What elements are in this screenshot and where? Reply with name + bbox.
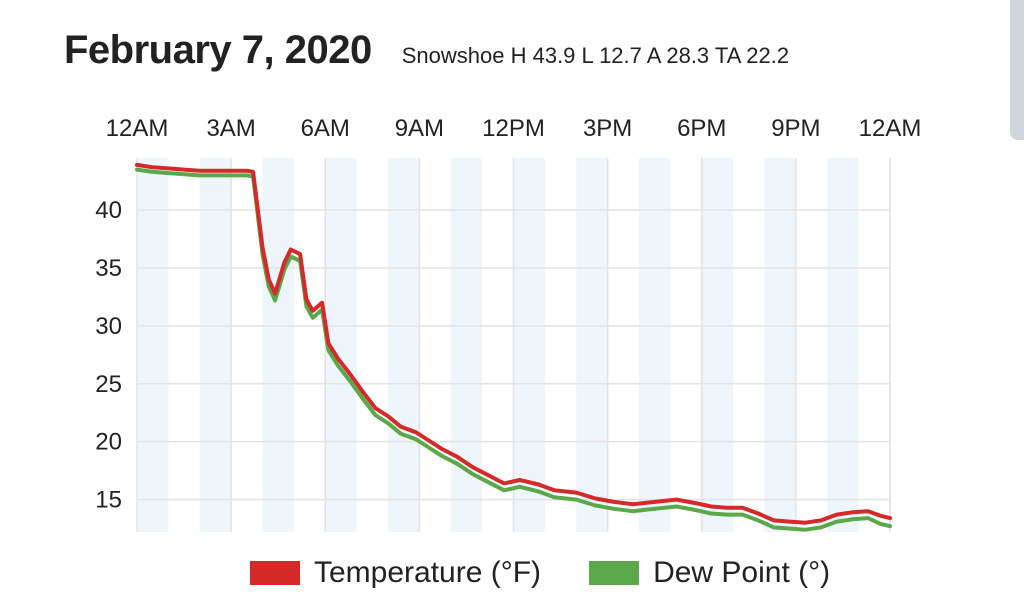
hour-band — [576, 158, 608, 532]
hour-band — [639, 158, 671, 532]
legend-item-temperature[interactable]: Temperature (°F) — [250, 556, 541, 590]
legend-label-temperature: Temperature (°F) — [314, 556, 542, 589]
hour-band — [388, 158, 420, 532]
side-panel-tab[interactable] — [1010, 0, 1024, 140]
hour-band — [513, 158, 545, 532]
hour-band — [199, 158, 232, 532]
temperature-line — [135, 162, 892, 525]
legend-label-dew-point: Dew Point (°) — [653, 556, 831, 589]
background-bands — [137, 158, 859, 532]
x-tick-label: 9PM — [771, 115, 820, 142]
header: February 7, 2020 Snowshoe H 43.9 L 12.7 … — [64, 28, 789, 73]
hour-band — [827, 158, 859, 532]
legend-swatch-temperature — [250, 561, 300, 585]
date-title: February 7, 2020 — [64, 28, 372, 72]
x-tick-label: 6AM — [301, 115, 350, 142]
x-tick-label: 12AM — [106, 115, 169, 142]
y-tick-label: 25 — [95, 371, 122, 398]
legend-item-dew-point[interactable]: Dew Point (°) — [589, 556, 830, 590]
hour-band — [262, 158, 294, 532]
y-axis-ticks: 15 20 25 30 35 40 — [95, 197, 122, 513]
x-tick-label: 3PM — [583, 115, 632, 142]
x-tick-label: 3AM — [206, 115, 255, 142]
x-tick-label: 9AM — [395, 115, 444, 142]
x-tick-label: 12AM — [859, 115, 922, 142]
station-stats: Snowshoe H 43.9 L 12.7 A 28.3 TA 22.2 — [401, 43, 790, 68]
series-lines — [135, 162, 892, 532]
x-tick-label: 6PM — [677, 115, 726, 142]
x-tick-label: 12PM — [482, 115, 545, 142]
hour-band — [701, 158, 734, 532]
legend: Temperature (°F) Dew Point (°) — [250, 556, 878, 590]
x-axis-ticks: 12AM 3AM 6AM 9AM 12PM 3PM 6PM 9PM 12AM — [106, 115, 922, 142]
legend-swatch-dew-point — [589, 561, 640, 585]
weather-line-chart: 12AM 3AM 6AM 9AM 12PM 3PM 6PM 9PM 12AM 15 20 25 30 3… — [95, 115, 922, 532]
y-tick-label: 30 — [95, 313, 122, 340]
hour-band — [137, 158, 169, 532]
grid-lines — [136, 158, 891, 532]
y-tick-label: 20 — [95, 429, 122, 456]
y-tick-label: 40 — [95, 197, 122, 224]
hour-band — [764, 158, 796, 532]
y-tick-label: 35 — [95, 255, 122, 282]
y-tick-label: 15 — [95, 487, 122, 514]
